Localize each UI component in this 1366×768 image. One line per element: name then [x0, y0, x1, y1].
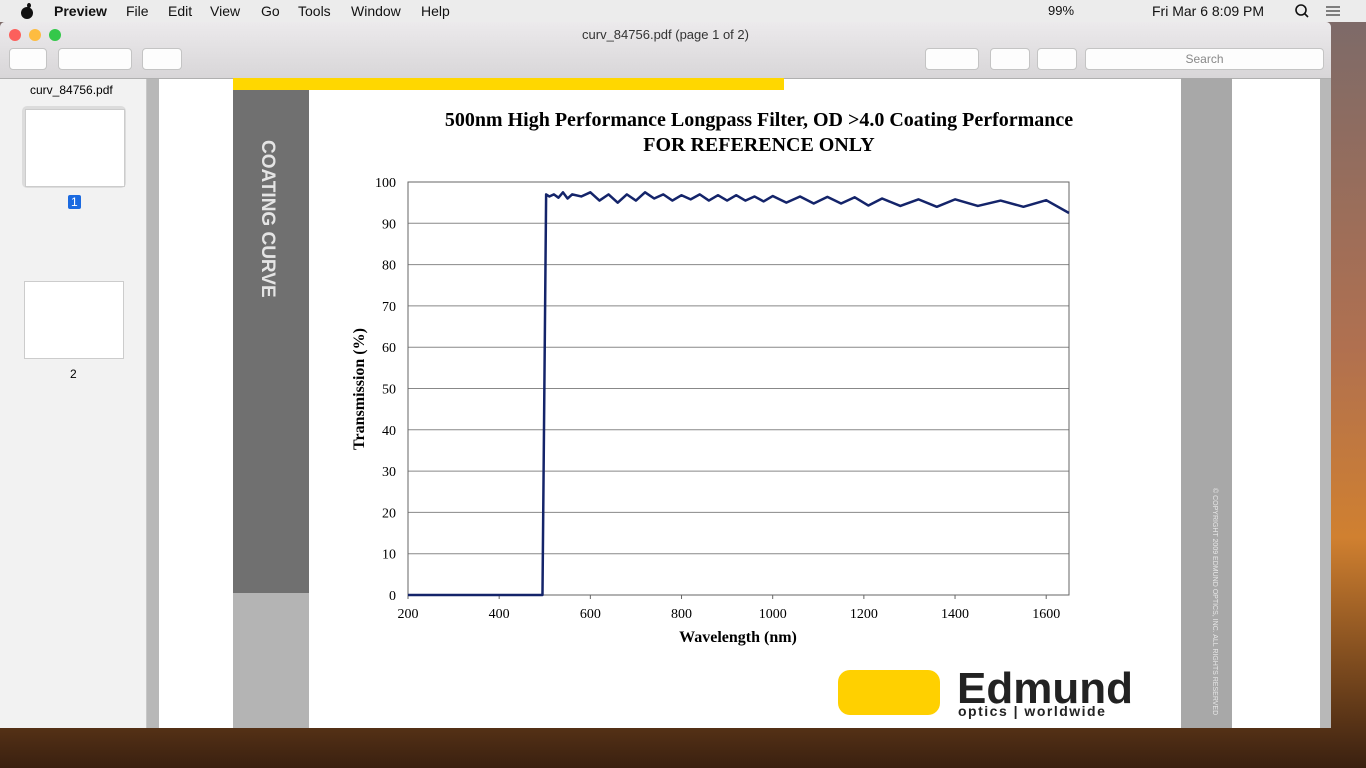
- x-tick-label: 1000: [759, 607, 787, 622]
- y-axis-label: Transmission (%): [351, 328, 368, 450]
- chart-subtitle: FOR REFERENCE ONLY: [643, 134, 875, 156]
- page-thumbnail[interactable]: [25, 109, 125, 187]
- x-tick-label: 1400: [941, 607, 969, 622]
- chart-title: 500nm High Performance Longpass Filter, …: [445, 109, 1073, 131]
- menu-item[interactable]: Help: [421, 3, 450, 19]
- menu-item[interactable]: Window: [351, 3, 401, 19]
- x-tick-label: 800: [671, 607, 692, 622]
- search-field[interactable]: Search: [1085, 48, 1324, 70]
- annotate-button[interactable]: [1037, 48, 1077, 70]
- menu-item[interactable]: View: [210, 3, 241, 19]
- right-band: [1181, 78, 1232, 728]
- pdf-page: [159, 79, 1320, 728]
- menu-icons: [1295, 4, 1340, 18]
- y-tick-label: 50: [382, 383, 396, 398]
- menu-item[interactable]: File: [126, 3, 149, 19]
- x-tick-label: 200: [398, 607, 419, 622]
- y-tick-label: 40: [382, 424, 396, 439]
- page-thumbnail[interactable]: [24, 281, 124, 359]
- logo-name: Edmund: [957, 664, 1133, 713]
- yellow-bar: [233, 78, 784, 90]
- logo-tagline: optics | worldwide: [958, 703, 1106, 719]
- share-button[interactable]: [142, 48, 182, 70]
- y-tick-label: 100: [375, 176, 396, 191]
- page-number[interactable]: 1: [68, 195, 81, 209]
- y-tick-label: 70: [382, 300, 396, 315]
- side-label: COATING CURVE: [257, 140, 278, 298]
- y-tick-label: 10: [382, 548, 396, 563]
- y-tick-label: 90: [382, 217, 396, 232]
- sidebar-button[interactable]: [9, 48, 47, 70]
- rotate-button[interactable]: [990, 48, 1030, 70]
- menu-item[interactable]: Tools: [298, 3, 331, 19]
- page-number[interactable]: 2: [70, 367, 77, 381]
- x-tick-label: 1200: [850, 607, 878, 622]
- window-title: curv_84756.pdf (page 1 of 2): [582, 27, 749, 42]
- x-axis-label: Wavelength (nm): [679, 629, 797, 646]
- data-line: [408, 191, 1070, 597]
- menu-item[interactable]: Go: [261, 3, 280, 19]
- window-controls[interactable]: [8, 28, 68, 42]
- x-tick-label: 600: [580, 607, 601, 622]
- side-band-lower: [233, 593, 309, 728]
- toolbar: curv_84756.pdf (page 1 of 2) Search: [0, 22, 1331, 79]
- y-tick-label: 80: [382, 259, 396, 274]
- battery-percent[interactable]: 99%: [1048, 3, 1075, 18]
- y-tick-label: 30: [382, 465, 396, 480]
- preview-window: curv_84756.pdf (page 1 of 2) Search curv…: [0, 22, 1331, 728]
- sidebar: curv_84756.pdf 1 2: [0, 79, 147, 728]
- x-tick-label: 400: [489, 607, 510, 622]
- y-tick-label: 20: [382, 506, 396, 521]
- side-band: [233, 90, 309, 593]
- file-name[interactable]: curv_84756.pdf: [30, 83, 113, 97]
- y-tick-label: 0: [389, 589, 396, 604]
- menu-item[interactable]: Edit: [168, 3, 193, 19]
- apple-menu[interactable]: [20, 3, 34, 19]
- plot-frame: [407, 181, 1070, 596]
- app-menu[interactable]: Preview: [54, 3, 107, 19]
- y-tick-label: 60: [382, 341, 396, 356]
- copyright: © COPYRIGHT 2009 EDMUND OPTICS, INC. ALL…: [1211, 488, 1219, 715]
- pdf-content: COATING CURVE © COPYRIGHT 2009 EDMUND OP…: [233, 78, 1232, 728]
- x-tick-label: 1600: [1032, 607, 1060, 622]
- markup-button[interactable]: [925, 48, 979, 70]
- logo-mark: [838, 670, 940, 715]
- zoom-buttons[interactable]: [58, 48, 132, 70]
- menu-bar: Preview File Edit View Go Tools Window H…: [0, 0, 1366, 22]
- clock[interactable]: Fri Mar 6 8:09 PM: [1152, 3, 1265, 19]
